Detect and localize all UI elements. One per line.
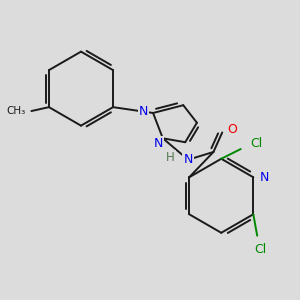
Text: O: O <box>227 123 237 136</box>
Text: CH₃: CH₃ <box>6 106 26 116</box>
Text: H: H <box>166 151 175 164</box>
Text: N: N <box>259 171 269 184</box>
Text: Cl: Cl <box>250 137 263 150</box>
Text: N: N <box>184 153 193 166</box>
Text: N: N <box>139 104 148 118</box>
Text: Cl: Cl <box>254 243 266 256</box>
Text: N: N <box>153 137 163 150</box>
